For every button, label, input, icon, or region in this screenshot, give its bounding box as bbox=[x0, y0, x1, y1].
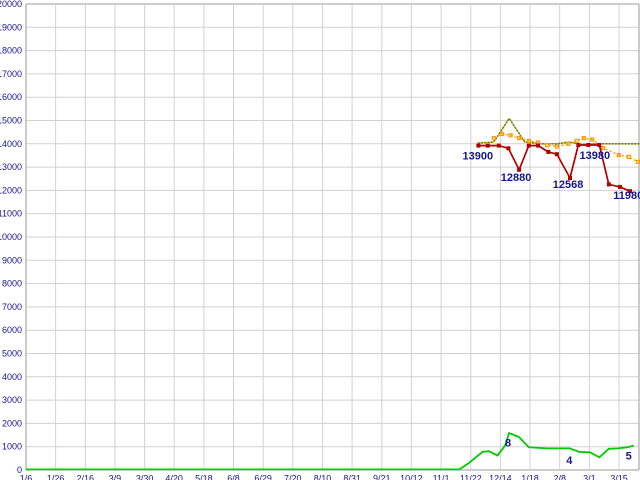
svg-text:2/8: 2/8 bbox=[553, 474, 566, 480]
svg-text:9000: 9000 bbox=[2, 255, 22, 265]
svg-text:18000: 18000 bbox=[0, 46, 22, 56]
svg-text:5000: 5000 bbox=[2, 349, 22, 359]
svg-text:4000: 4000 bbox=[2, 372, 22, 382]
svg-text:13900: 13900 bbox=[463, 151, 494, 163]
svg-text:11980: 11980 bbox=[613, 190, 640, 202]
svg-text:12000: 12000 bbox=[0, 185, 22, 195]
svg-text:1/18: 1/18 bbox=[521, 474, 539, 480]
svg-text:12568: 12568 bbox=[553, 179, 584, 191]
svg-text:8/10: 8/10 bbox=[314, 474, 332, 480]
svg-text:17000: 17000 bbox=[0, 69, 22, 79]
svg-text:4/20: 4/20 bbox=[165, 474, 183, 480]
svg-text:2000: 2000 bbox=[2, 418, 22, 428]
svg-text:1/26: 1/26 bbox=[47, 474, 65, 480]
svg-text:6/29: 6/29 bbox=[254, 474, 272, 480]
svg-text:7/20: 7/20 bbox=[284, 474, 302, 480]
svg-text:1/6: 1/6 bbox=[20, 474, 33, 480]
svg-text:5: 5 bbox=[626, 450, 632, 462]
svg-text:3/9: 3/9 bbox=[109, 474, 122, 480]
svg-text:10/12: 10/12 bbox=[400, 474, 423, 480]
svg-text:8000: 8000 bbox=[2, 279, 22, 289]
svg-text:3/30: 3/30 bbox=[136, 474, 154, 480]
svg-text:13980: 13980 bbox=[580, 150, 611, 162]
svg-text:6/8: 6/8 bbox=[227, 474, 240, 480]
svg-text:10000: 10000 bbox=[0, 232, 22, 242]
svg-text:8/31: 8/31 bbox=[343, 474, 361, 480]
svg-text:9/21: 9/21 bbox=[373, 474, 391, 480]
svg-text:5/18: 5/18 bbox=[195, 474, 213, 480]
svg-text:1000: 1000 bbox=[2, 442, 22, 452]
svg-text:16000: 16000 bbox=[0, 92, 22, 102]
svg-text:3000: 3000 bbox=[2, 395, 22, 405]
svg-text:4: 4 bbox=[566, 455, 573, 467]
svg-text:8: 8 bbox=[505, 438, 511, 450]
svg-text:19000: 19000 bbox=[0, 22, 22, 32]
svg-text:11000: 11000 bbox=[0, 209, 22, 219]
svg-text:12880: 12880 bbox=[501, 172, 532, 184]
svg-text:14000: 14000 bbox=[0, 139, 22, 149]
svg-text:3/1: 3/1 bbox=[583, 474, 596, 480]
svg-text:20000: 20000 bbox=[0, 0, 22, 9]
svg-text:3/15: 3/15 bbox=[610, 474, 628, 480]
svg-text:7000: 7000 bbox=[2, 302, 22, 312]
svg-text:2/16: 2/16 bbox=[77, 474, 95, 480]
svg-text:6000: 6000 bbox=[2, 325, 22, 335]
svg-text:11/1: 11/1 bbox=[433, 474, 450, 480]
svg-text:13000: 13000 bbox=[0, 162, 22, 172]
svg-text:12/14: 12/14 bbox=[489, 474, 512, 480]
svg-text:15000: 15000 bbox=[0, 116, 22, 126]
svg-text:11/22: 11/22 bbox=[460, 474, 482, 480]
